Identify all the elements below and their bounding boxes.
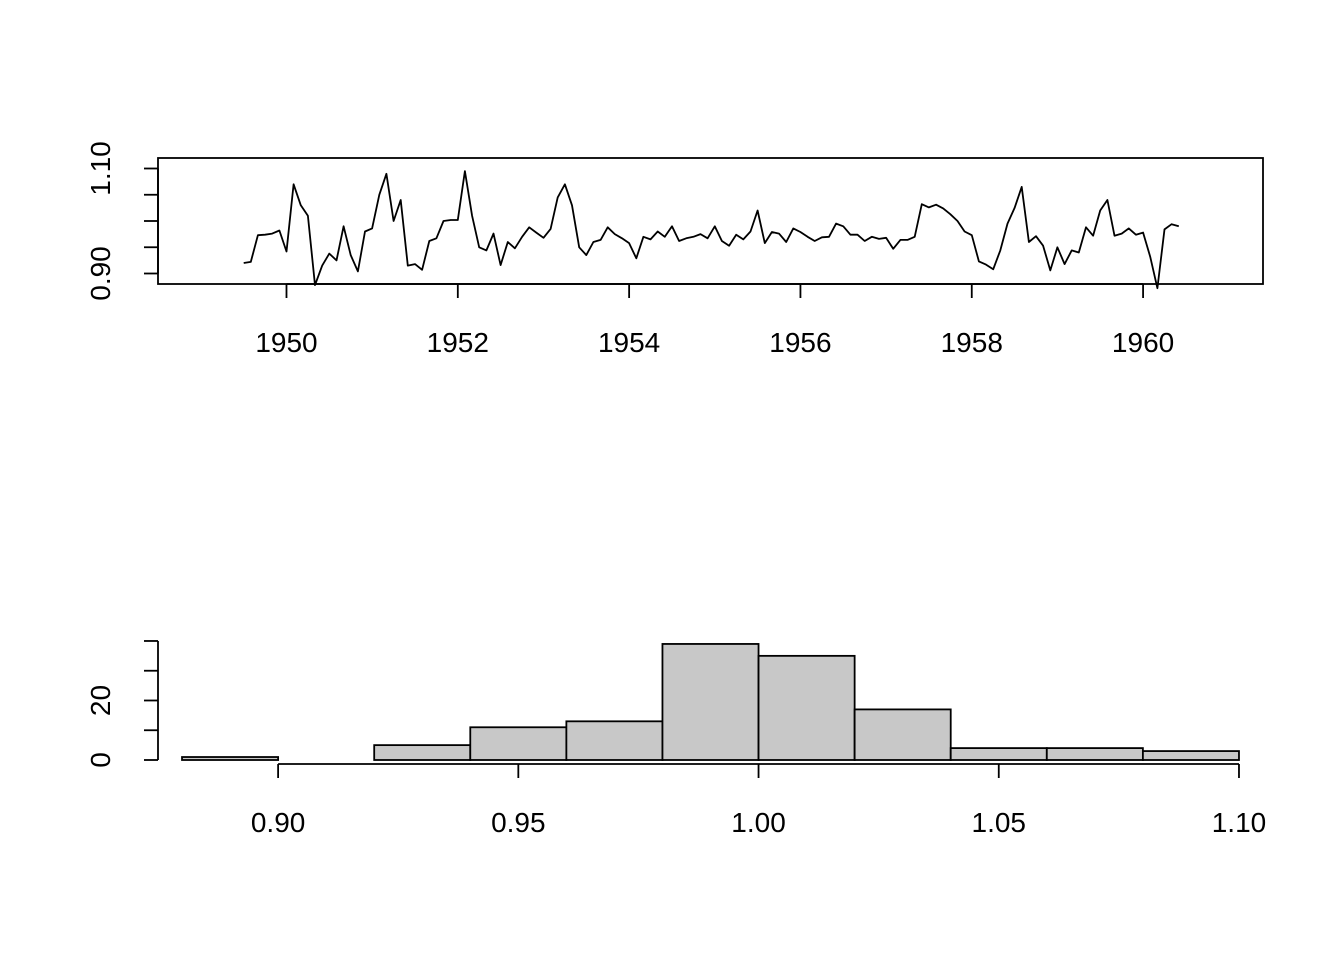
histogram-bar	[853, 708, 952, 761]
time-series-line	[243, 170, 1180, 290]
time-series-x-tick-label: 1950	[255, 327, 317, 358]
time-series-panel: 0.90 1.10 1950 1952 1954 1956 1958 1960	[85, 141, 1264, 358]
histogram-bar	[1141, 750, 1240, 761]
time-series-x-tick-label: 1954	[598, 327, 660, 358]
histogram-panel: 0 20 0.90 0.95 1.00 1.05 1.10	[85, 640, 1267, 838]
time-series-x-axis: 1950 1952 1954 1956 1958 1960	[255, 283, 1174, 358]
histogram-x-tick-label: 1.00	[731, 807, 786, 838]
histogram-x-tick-label: 1.05	[972, 807, 1027, 838]
histogram-bars	[181, 643, 1240, 761]
time-series-y-axis: 0.90 1.10	[85, 141, 159, 301]
histogram-bar	[661, 643, 760, 761]
time-series-x-tick-label: 1960	[1112, 327, 1174, 358]
histogram-bar	[373, 744, 472, 761]
histogram-bar	[181, 756, 280, 761]
histogram-y-tick-label: 0	[85, 752, 116, 768]
histogram-bar	[469, 726, 568, 761]
histogram-x-tick-label: 0.95	[491, 807, 546, 838]
time-series-y-tick-label: 1.10	[85, 141, 116, 196]
histogram-bar	[565, 720, 664, 761]
time-series-x-tick-label: 1952	[427, 327, 489, 358]
time-series-x-tick-label: 1958	[941, 327, 1003, 358]
histogram-y-axis: 0 20	[85, 640, 159, 768]
histogram-bar	[949, 747, 1048, 761]
histogram-x-tick-label: 0.90	[251, 807, 306, 838]
histogram-x-tick-label: 1.10	[1212, 807, 1267, 838]
histogram-bar	[757, 654, 856, 761]
time-series-y-tick-label: 0.90	[85, 246, 116, 301]
histogram-bar	[1045, 747, 1144, 761]
histogram-x-axis: 0.90 0.95 1.00 1.05 1.10	[251, 763, 1267, 838]
histogram-y-tick-label: 20	[85, 685, 116, 716]
time-series-x-tick-label: 1956	[769, 327, 831, 358]
